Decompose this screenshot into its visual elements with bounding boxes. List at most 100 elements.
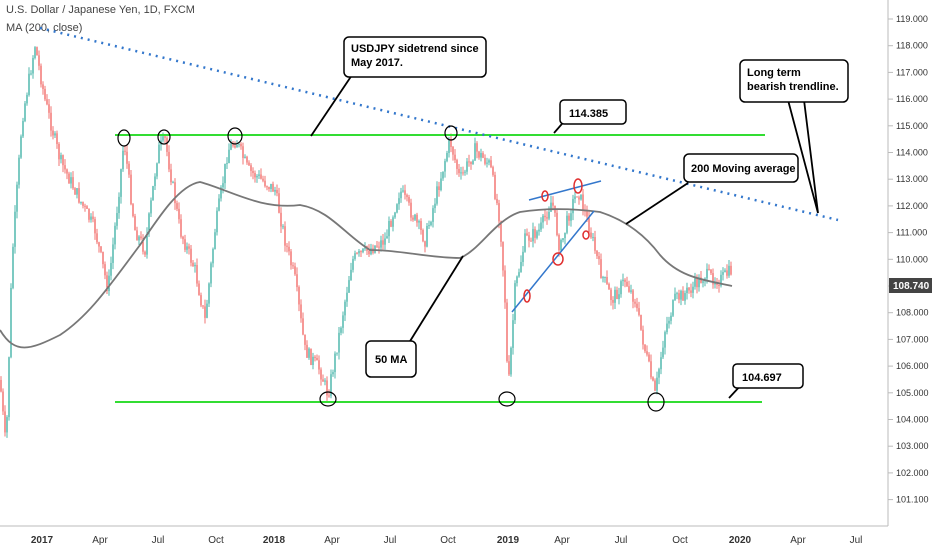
candle-body — [272, 183, 274, 192]
candle-body — [40, 65, 42, 85]
level-low-text: 104.697 — [742, 372, 782, 384]
candle-body — [314, 356, 316, 359]
candle-body — [570, 213, 572, 221]
touch-marker — [157, 129, 171, 145]
candle-body — [692, 286, 694, 293]
candle-body — [418, 221, 420, 223]
candle-body — [134, 216, 136, 231]
candle-body — [308, 348, 310, 358]
candle-body — [450, 138, 452, 147]
candle-body — [564, 232, 566, 239]
candle-body — [206, 303, 208, 318]
candle-body — [642, 329, 644, 345]
candle-body — [34, 47, 36, 58]
candle-body — [452, 146, 454, 155]
candle-body — [94, 219, 96, 234]
candle-body — [98, 242, 100, 247]
candle-body — [152, 186, 154, 201]
candle-body — [448, 138, 450, 153]
y-tick-label: 112.000 — [896, 201, 928, 211]
candle-body — [710, 269, 712, 274]
candle-body — [124, 150, 126, 152]
candle-body — [316, 358, 318, 361]
sidetrend-callout: USDJPY sidetrend since May 2017. — [310, 36, 487, 137]
candle-body — [368, 250, 370, 255]
candle-body — [64, 165, 66, 170]
candle-body — [196, 264, 198, 284]
candle-body — [250, 165, 252, 171]
candle-body — [180, 219, 182, 237]
x-tick-label: 2020 — [729, 535, 752, 546]
candle-body — [46, 99, 48, 105]
candle-body — [606, 276, 608, 284]
candle-body — [190, 248, 192, 263]
candle-body — [712, 273, 714, 285]
wedge-marker — [523, 289, 531, 303]
x-tick-label: Apr — [324, 535, 340, 546]
candle-body — [224, 163, 226, 184]
candle-body — [232, 143, 234, 146]
candle-body — [90, 216, 92, 220]
candle-body — [354, 253, 356, 259]
candle-body — [416, 214, 418, 223]
touch-marker — [498, 391, 516, 407]
ma50-text: 50 MA — [375, 354, 407, 366]
candle-body — [112, 244, 114, 263]
y-tick-label: 118.000 — [896, 41, 928, 51]
indicator-label: MA (200, close) — [6, 22, 83, 34]
candle-body — [420, 221, 422, 230]
candle-body — [684, 293, 686, 301]
candle-body — [110, 262, 112, 276]
candle-body — [392, 217, 394, 227]
candle-body — [202, 305, 204, 307]
candle-body — [296, 274, 298, 288]
candle-body — [194, 264, 196, 267]
candle-body — [332, 372, 334, 375]
candle-body — [86, 206, 88, 209]
candle-body — [412, 217, 414, 220]
candle-body — [386, 236, 388, 239]
candle-body — [676, 293, 678, 295]
candle-body — [154, 176, 156, 187]
candle-body — [262, 178, 264, 181]
candle-body — [184, 239, 186, 250]
candle-body — [276, 189, 278, 194]
candle-body — [26, 94, 28, 104]
candle-body — [20, 136, 22, 158]
candle-body — [280, 212, 282, 227]
candle-body — [490, 160, 492, 168]
candle-body — [78, 188, 80, 203]
candle-body — [58, 144, 60, 160]
candle-body — [140, 236, 142, 239]
candle-body — [220, 187, 222, 199]
candle-body — [608, 283, 610, 290]
candle-body — [662, 347, 664, 358]
candle-body — [334, 353, 336, 373]
touch-markers — [117, 125, 665, 412]
candle-body — [312, 356, 314, 365]
candle-body — [610, 289, 612, 301]
candle-body — [320, 369, 322, 380]
candle-body — [530, 240, 532, 242]
candle-body — [18, 157, 20, 185]
candle-body — [238, 143, 240, 146]
y-tick-label: 110.000 — [896, 254, 928, 264]
x-tick-label: Jul — [850, 535, 863, 546]
candle-body — [216, 210, 218, 233]
candle-body — [648, 354, 650, 362]
candle-body — [212, 248, 214, 264]
candle-body — [138, 236, 140, 241]
candle-body — [498, 203, 500, 222]
candle-body — [652, 377, 654, 381]
candle-body — [578, 197, 580, 200]
candle-body — [462, 172, 464, 174]
candle-body — [438, 186, 440, 191]
candle-body — [198, 283, 200, 296]
level-low-callout: 104.697 — [728, 363, 804, 399]
y-tick-label: 114.000 — [896, 148, 928, 158]
candle-body — [430, 221, 432, 226]
candle-body — [322, 379, 324, 382]
candle-body — [288, 246, 290, 252]
candle-body — [48, 104, 50, 113]
